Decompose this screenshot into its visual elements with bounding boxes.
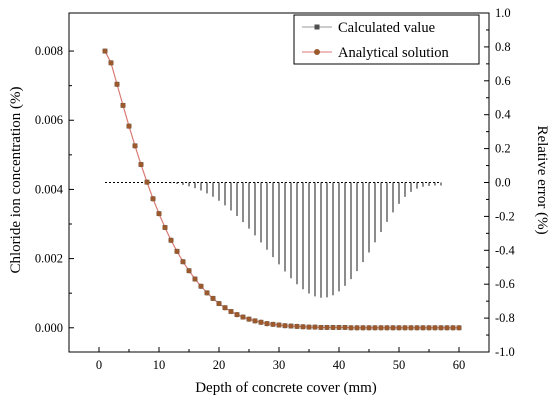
y2-tick-label: 0.0 — [495, 176, 511, 190]
x-tick-label: 20 — [213, 358, 226, 372]
analytical-solution-point — [114, 81, 120, 87]
analytical-solution-point — [150, 196, 156, 202]
legend-label-calculated: Calculated value — [338, 20, 435, 36]
analytical-solution-point — [252, 318, 258, 324]
x-tick-label: 0 — [96, 358, 102, 372]
analytical-solution-point — [216, 300, 222, 307]
analytical-solution-point — [186, 268, 192, 274]
legend-marker-analytical — [314, 49, 320, 55]
analytical-solution-point — [198, 283, 204, 289]
analytical-solution-point — [300, 324, 306, 330]
analytical-solution-point — [402, 325, 408, 331]
analytical-solution-point — [282, 323, 288, 329]
analytical-solution-point — [162, 224, 168, 231]
analytical-solution-point — [138, 161, 144, 168]
analytical-solution-point — [132, 143, 138, 149]
analytical-solution-point — [354, 325, 360, 331]
analytical-solution-point — [180, 259, 186, 265]
analytical-solution-point — [318, 324, 324, 331]
plot-area: 0 10 20 30 40 50 60 0.000 0.002 0.004 0.006 0.008 -1… — [35, 6, 516, 372]
analytical-solution-point — [120, 102, 126, 108]
y2-tick-label: -1.0 — [495, 345, 515, 359]
analytical-solution-point — [420, 325, 426, 331]
analytical-solution-point — [348, 325, 354, 331]
analytical-solution-point — [240, 314, 246, 320]
analytical-solution-point — [264, 321, 270, 327]
analytical-solution-point — [108, 60, 114, 66]
y2-tick-label: -0.8 — [495, 311, 515, 325]
analytical-solution-point — [126, 123, 132, 129]
analytical-solution-point — [342, 324, 348, 331]
analytical-solution-point — [294, 323, 300, 330]
analytical-solution-point — [384, 325, 390, 331]
y2-tick-label: 1.0 — [495, 6, 511, 20]
x-tick-label: 40 — [333, 358, 346, 372]
analytical-solution-line — [104, 50, 459, 329]
legend-box — [293, 14, 480, 65]
analytical-solution-point — [276, 322, 282, 328]
analytical-solution-point — [228, 308, 234, 315]
analytical-solution-point — [102, 48, 108, 54]
analytical-solution-point — [144, 179, 150, 185]
analytical-solution-point — [330, 324, 336, 331]
analytical-solution-point — [210, 295, 216, 301]
y2-tick-label: 0.8 — [495, 40, 511, 54]
analytical-solution-point — [168, 237, 174, 243]
analytical-solution-point — [426, 325, 432, 331]
x-tick-label: 60 — [453, 358, 466, 372]
analytical-solution-point — [246, 316, 252, 322]
y2-tick-label: -0.4 — [495, 243, 516, 257]
analytical-solution-point — [366, 325, 372, 331]
analytical-solution-point — [432, 325, 438, 331]
y-axis-label: Chloride ion concentration (%) — [8, 86, 24, 273]
analytical-solution-point — [306, 324, 312, 330]
analytical-solution-point — [156, 211, 162, 217]
y-tick-label: 0.008 — [35, 44, 63, 58]
analytical-solution-point — [324, 324, 330, 331]
analytical-solution-point — [192, 276, 198, 282]
x-tick-label: 50 — [393, 358, 406, 372]
analytical-solution-point — [414, 325, 420, 331]
analytical-solution-point — [288, 323, 294, 329]
analytical-solution-point — [336, 324, 342, 331]
analytical-solution-point — [174, 248, 180, 254]
x-tick-label: 10 — [153, 358, 166, 372]
y2-tick-label: 0.4 — [495, 108, 511, 122]
analytical-solution-point — [360, 325, 366, 331]
analytical-solution-point — [438, 325, 444, 331]
analytical-solution-point — [222, 305, 228, 311]
y-tick-label: 0.006 — [35, 113, 63, 127]
legend: Calculated value Analytical solution — [293, 14, 480, 65]
analytical-solution-point — [390, 325, 396, 331]
y-tick-label: 0.004 — [35, 182, 64, 196]
analytical-solution-point — [396, 325, 402, 331]
y2-tick-label: -0.2 — [495, 209, 515, 223]
x-axis-label: Depth of concrete cover (mm) — [195, 380, 377, 396]
legend-marker-calculated — [314, 24, 320, 30]
legend-label-analytical: Analytical solution — [338, 45, 449, 61]
analytical-solution-point — [204, 290, 210, 296]
analytical-solution-point — [258, 319, 264, 325]
analytical-solution-point — [456, 325, 462, 331]
analytical-solution-point — [312, 324, 318, 330]
y2-axis-label: Relative error (%) — [534, 125, 550, 234]
y-tick-label: 0.002 — [35, 252, 63, 266]
analytical-solution-point — [372, 325, 378, 331]
x-tick-label: 30 — [273, 358, 286, 372]
analytical-solution-point — [270, 321, 276, 327]
analytical-solution-point — [234, 312, 240, 318]
y2-tick-label: 0.2 — [495, 142, 511, 156]
analytical-solution-point — [444, 325, 450, 331]
analytical-solution-point — [408, 325, 414, 331]
analytical-solution-point — [378, 325, 384, 331]
y-tick-label: 0.000 — [35, 321, 63, 335]
y2-tick-label: -0.6 — [495, 277, 515, 291]
y2-tick-label: 0.6 — [495, 74, 511, 88]
analytical-solution-point — [450, 325, 456, 331]
